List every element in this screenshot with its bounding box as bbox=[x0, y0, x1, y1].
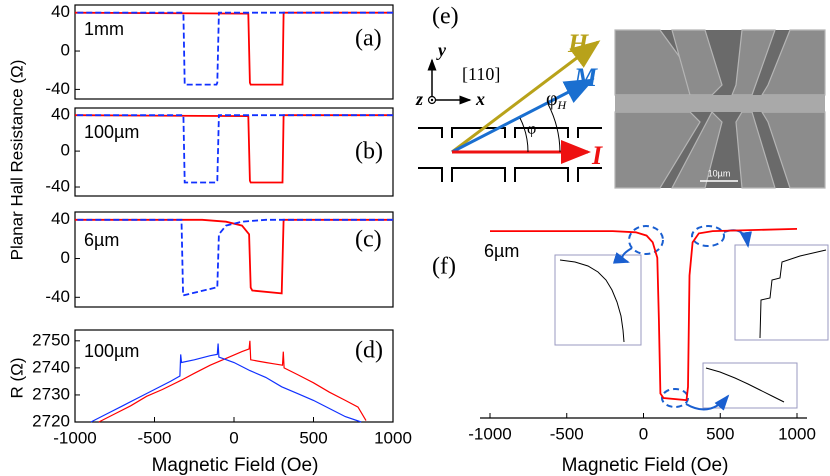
m-label: M bbox=[573, 63, 598, 92]
electrode-outline bbox=[418, 127, 602, 182]
y-tick-label: -40 bbox=[45, 287, 70, 306]
y-tick-label: 40 bbox=[51, 105, 70, 124]
z-axis-dot bbox=[430, 98, 434, 102]
i-label: I bbox=[591, 141, 603, 170]
x-tick-label: -500 bbox=[550, 424, 584, 443]
h-arrow bbox=[451, 40, 601, 154]
panel-annotation: 1mm bbox=[84, 19, 124, 39]
sem-bar bbox=[615, 95, 825, 112]
highlight-circle bbox=[691, 225, 725, 247]
highlight-circle bbox=[628, 225, 664, 255]
panel-label: (b) bbox=[355, 139, 383, 165]
y-tick-label: 0 bbox=[61, 248, 70, 267]
x-axis-label: Magnetic Field (Oe) bbox=[152, 455, 319, 476]
inset-box bbox=[734, 244, 829, 341]
plot-frame bbox=[74, 4, 394, 100]
panel: -1000 -500 0 500 1000 (f) 6µm Magnetic Field (O… bbox=[432, 228, 816, 476]
panel-label: (a) bbox=[355, 26, 382, 52]
axis-y-label: y bbox=[436, 40, 447, 60]
panel-label: (c) bbox=[355, 227, 382, 253]
diagram-e: (e) y [110] x z H M I φ φH bbox=[415, 4, 826, 189]
callout-arrow bbox=[685, 394, 730, 411]
x-tick-label: -1000 bbox=[53, 428, 96, 447]
scale-bar-label: 10µm bbox=[708, 168, 731, 178]
series-line bbox=[75, 218, 393, 295]
direction-label: [110] bbox=[462, 64, 500, 84]
inset-trace bbox=[759, 249, 827, 339]
axis-x-label: x bbox=[475, 89, 485, 109]
panel-annotation: 6µm bbox=[84, 230, 119, 250]
x-tick-label: 500 bbox=[299, 428, 327, 447]
y-tick-label: -40 bbox=[45, 79, 70, 98]
inset-trace bbox=[559, 259, 625, 343]
x-tick-label: 0 bbox=[229, 428, 238, 447]
y-tick-label: 2730 bbox=[32, 384, 70, 403]
inset-trace bbox=[705, 367, 785, 403]
x-tick-label: -500 bbox=[137, 428, 171, 447]
phi-h-arc bbox=[547, 103, 561, 153]
y-axis-label: R (Ω) bbox=[7, 357, 26, 398]
y-tick-label: 2740 bbox=[32, 357, 70, 376]
series-line bbox=[75, 11, 393, 86]
series-line bbox=[75, 114, 393, 184]
x-tick-label: 0 bbox=[639, 424, 648, 443]
series-line bbox=[75, 218, 393, 297]
x-axis-label: Magnetic Field (Oe) bbox=[562, 455, 729, 476]
sem-electrodes bbox=[614, 29, 826, 189]
inset-box bbox=[554, 254, 642, 346]
panel-annotation: 100µm bbox=[84, 341, 139, 361]
y-tick-label: 0 bbox=[61, 141, 70, 160]
panel-label: (d) bbox=[355, 338, 383, 364]
phi-label: φ bbox=[527, 121, 536, 138]
panel-label: (f) bbox=[432, 254, 456, 280]
panel-label: (e) bbox=[432, 4, 459, 30]
phi-h-sub: H bbox=[557, 98, 568, 112]
series-line bbox=[98, 340, 367, 423]
inset-decor bbox=[554, 225, 829, 411]
phi-h-label: φH bbox=[546, 88, 568, 112]
panel: 40 0 -40 (b) 100µm bbox=[45, 105, 394, 197]
plot-frame bbox=[74, 211, 394, 308]
plot-frame bbox=[74, 107, 394, 197]
series-line bbox=[90, 343, 362, 423]
panel: 40 0 -40 (c) 6µm bbox=[45, 209, 394, 308]
callout-arrow bbox=[723, 229, 752, 248]
panel-annotation: 6µm bbox=[484, 241, 519, 261]
panel-annotation: 100µm bbox=[84, 122, 139, 142]
phi-h-base: φ bbox=[546, 88, 558, 110]
panel: 40 0 -40 (a) 1mm bbox=[45, 2, 394, 100]
series-line bbox=[490, 228, 798, 402]
y-tick-label: 40 bbox=[51, 2, 70, 21]
x-tick-label: 1000 bbox=[778, 424, 816, 443]
h-label: H bbox=[567, 29, 589, 58]
x-tick-label: 500 bbox=[706, 424, 734, 443]
phi-arc bbox=[519, 117, 529, 153]
x-tick-label: -1000 bbox=[468, 424, 511, 443]
y-tick-label: 0 bbox=[61, 41, 70, 60]
y-tick-label: 2720 bbox=[32, 411, 70, 430]
y-tick-label: 2750 bbox=[32, 330, 70, 349]
x-tick-label: 1000 bbox=[374, 428, 412, 447]
y-tick-label: 40 bbox=[51, 209, 70, 228]
axis-z-label: z bbox=[415, 89, 423, 109]
m-arrow bbox=[451, 78, 595, 154]
callout-arrow bbox=[612, 247, 633, 264]
shared-y-label: Planar Hall Resistance (Ω) bbox=[7, 60, 26, 261]
panel: 2720 2730 2740 2750 -1000 -500 0 500 1000 (d) 100µ… bbox=[7, 329, 412, 476]
y-tick-label: -40 bbox=[45, 177, 70, 196]
highlight-circle bbox=[661, 388, 689, 408]
